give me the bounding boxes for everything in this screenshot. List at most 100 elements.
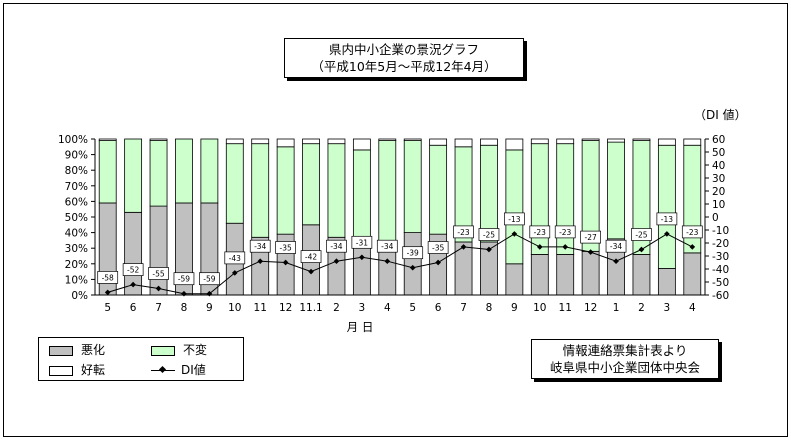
bar-improved <box>581 138 600 141</box>
left-axis-tick-label: 0% <box>71 290 88 302</box>
di-data-label: -34 <box>610 242 622 251</box>
di-point <box>536 244 543 250</box>
x-axis-tick-label: 5 <box>104 302 111 314</box>
left-axis-tick-label: 60% <box>65 196 88 208</box>
x-axis-tick-label: 10 <box>533 302 546 314</box>
legend-item-di: DI値 <box>151 363 206 377</box>
x-axis-tick-label: 4 <box>384 302 391 314</box>
di-data-label: -31 <box>356 238 368 247</box>
left-axis-tick-label: 100% <box>58 134 88 146</box>
di-label-box <box>427 241 449 254</box>
di-label-box <box>376 239 398 253</box>
left-axis-tick-label: 20% <box>65 259 88 271</box>
x-axis-tick-label: 7 <box>155 302 162 314</box>
right-axis-tick-label: 30 <box>712 173 725 185</box>
bar-unchanged <box>276 146 295 235</box>
bar-unchanged <box>124 138 143 213</box>
di-label-box <box>402 246 424 260</box>
left-axis-tick-label: 30% <box>65 243 88 255</box>
right-axis-tick-label: -20 <box>712 238 729 250</box>
right-axis-tick-label: -40 <box>712 264 729 276</box>
x-axis-tick-label: 4 <box>689 302 696 314</box>
x-axis-tick-label: 8 <box>486 302 493 314</box>
bar-unchanged <box>175 138 193 204</box>
bar-improved <box>556 138 575 145</box>
x-axis-tick-label: 12 <box>584 302 597 314</box>
bar-improved <box>530 138 549 145</box>
di-data-label: -39 <box>407 249 419 258</box>
legend-swatch-unchanged <box>151 345 175 356</box>
di-point <box>206 290 213 297</box>
right-axis-tick-label: 20 <box>712 186 725 198</box>
di-point <box>282 259 289 266</box>
legend-label-worsened: 悪化 <box>81 343 106 357</box>
di-label-box <box>173 272 195 286</box>
left-axis-tick-label: 80% <box>65 165 88 177</box>
x-axis-tick-label: 8 <box>181 302 188 314</box>
di-label-box <box>97 271 119 284</box>
x-axis-tick-label: 9 <box>511 302 518 314</box>
bar-improved <box>429 138 448 146</box>
bar-improved <box>505 138 524 151</box>
bar-unchanged <box>480 144 498 243</box>
title-line-1: 県内中小企業の景況グラフ <box>328 42 479 57</box>
bar-worsened <box>149 205 168 296</box>
di-point <box>409 264 416 271</box>
di-data-label: -34 <box>254 242 266 251</box>
right-axis-tick-label: 10 <box>712 199 725 211</box>
di-point <box>384 258 391 265</box>
di-data-label: -52 <box>127 266 139 275</box>
di-label-box <box>148 267 169 280</box>
x-axis-tick-label: 7 <box>460 302 467 314</box>
legend-line-di <box>151 366 175 375</box>
bar-unchanged <box>302 143 320 226</box>
source-line-2: 岐阜県中小企業団体中央会 <box>549 360 700 375</box>
di-point <box>689 244 696 250</box>
bar-worsened <box>505 263 524 296</box>
di-point <box>308 268 314 275</box>
di-label-box <box>453 225 474 239</box>
source-line-1: 情報連絡票集計表より <box>562 343 688 358</box>
bar-unchanged <box>200 138 219 204</box>
right-axis-tick-label: 50 <box>712 147 725 159</box>
bar-worsened <box>683 252 702 296</box>
di-line <box>107 233 693 295</box>
bar-worsened <box>581 250 600 296</box>
legend-label-unchanged: 不変 <box>183 343 208 357</box>
di-label-box <box>554 225 576 239</box>
legend-swatch-improved <box>49 365 73 376</box>
di-point <box>562 244 569 250</box>
di-data-label: -34 <box>330 242 342 251</box>
right-axis-tick-label: -30 <box>712 251 729 263</box>
di-data-label: -23 <box>534 228 546 237</box>
bar-improved <box>276 138 295 148</box>
x-axis-tick-label: 3 <box>664 302 671 314</box>
di-data-label: -35 <box>280 244 292 253</box>
di-data-label: -35 <box>432 244 444 253</box>
di-label-box <box>300 250 322 263</box>
di-point <box>359 254 365 261</box>
bar-improved <box>327 138 346 145</box>
bar-improved <box>607 138 625 143</box>
di-data-label: -25 <box>635 231 647 240</box>
di-point <box>511 231 518 237</box>
x-axis-tick-label: 3 <box>359 302 366 314</box>
bar-unchanged <box>403 140 422 233</box>
bar-unchanged <box>352 149 371 240</box>
di-point <box>460 244 467 250</box>
di-label-box <box>631 228 652 241</box>
right-axis-tick-label: -50 <box>712 277 729 289</box>
di-data-label: -59 <box>178 275 190 284</box>
bar-worsened <box>632 254 651 296</box>
di-data-label: -23 <box>686 228 698 237</box>
bar-unchanged <box>657 144 676 269</box>
legend: 悪化 不変 好転 DI値 <box>38 337 244 381</box>
bar-unchanged <box>98 140 117 204</box>
bar-worsened <box>403 232 422 296</box>
di-label-box <box>224 251 246 265</box>
bar-improved <box>632 138 651 141</box>
bar-unchanged <box>505 149 524 265</box>
bar-improved <box>352 138 371 151</box>
di-point <box>587 249 594 255</box>
bar-improved <box>480 138 498 146</box>
